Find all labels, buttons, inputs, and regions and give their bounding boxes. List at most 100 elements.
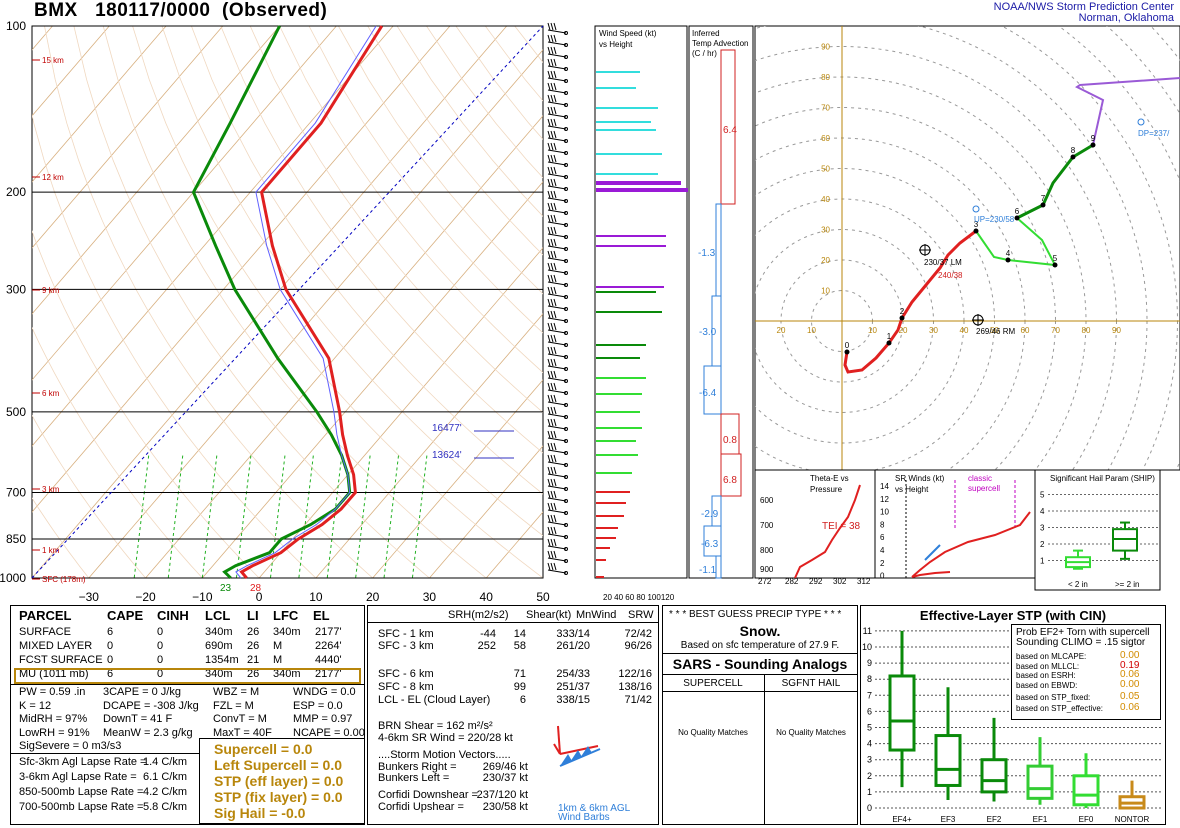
kin-shear: 6 (519, 694, 526, 706)
parcel-cell: M (273, 640, 283, 652)
parcel-cell: 26 (247, 668, 260, 680)
parcel-header: PARCEL CAPE CINH LCL LI LFC EL (19, 608, 330, 623)
srw-y-tick: 4 (880, 546, 885, 555)
advection-value: -2.9 (701, 509, 719, 520)
height-label: SFC (178m) (42, 575, 86, 584)
kin-srw: 138/16 (618, 681, 652, 693)
temperature-line (239, 25, 384, 579)
advection-value: -1.1 (699, 565, 717, 576)
theta-p-tick: 700 (760, 521, 774, 530)
srw-y-tick: 12 (880, 495, 889, 504)
index-cell: WBZ = M (213, 686, 260, 698)
wind-barb (547, 490, 568, 503)
advection-title-1: Inferred (692, 29, 720, 38)
kin-shear: 99 (513, 681, 526, 693)
org-credit: NOAA/NWS Storm Prediction Center Norman,… (994, 2, 1174, 24)
parcel-cell: 26 (247, 626, 260, 638)
prob-label: based on STP_effective: (1016, 704, 1104, 713)
wind-barb (547, 370, 568, 383)
stp-box (1026, 764, 1054, 800)
dry-adiabat (220, 26, 543, 454)
kin-mnwind: 338/15 (556, 694, 590, 706)
kin-label: LCL - EL (Cloud Layer) (378, 694, 491, 706)
kin-srh: 252 (477, 640, 496, 652)
advection-value: -1.3 (698, 248, 716, 259)
sars-none-1: No Quality Matches (678, 728, 748, 737)
wind-barb (547, 454, 568, 467)
wind-barb (547, 466, 568, 479)
stp-y-tick: 6 (867, 706, 872, 716)
isotherm (145, 115, 543, 578)
hodo-x-label: 60 (1021, 326, 1030, 335)
sfc-dewpoint-label: 23 (220, 583, 232, 594)
hodo-trace-3-6km (975, 217, 1057, 267)
composite-box: Supercell = 0.0 Left Supercell = 0.0 STP (… (199, 738, 365, 824)
wind-barb (547, 430, 568, 443)
wind-barb (547, 118, 568, 131)
ship-title: Significant Hail Param (SHIP) (1050, 474, 1155, 483)
stp-category-label: EF3 (941, 815, 956, 824)
stp-y-tick: 2 (867, 771, 872, 781)
isotherm (32, 26, 167, 183)
hodo-height-dot (1070, 154, 1076, 160)
index-cell: ConvT = M (213, 713, 267, 725)
isotherm (32, 26, 337, 381)
pressure-tick: 500 (6, 405, 26, 419)
station-id: BMX (34, 0, 78, 21)
ship-boxes (1065, 521, 1138, 570)
stp-category-label: NONTOR (1115, 815, 1150, 824)
kin-srw: 71/42 (624, 694, 652, 706)
parcel-cell: 0 (157, 640, 164, 652)
mixing-ratio-line (326, 455, 343, 579)
prob-label: based on MLLCL: (1016, 661, 1080, 671)
wind-barb (547, 202, 568, 215)
kin-srw: 122/16 (618, 668, 652, 680)
page-title: BMX 180117/0000 (Observed) (34, 0, 327, 22)
storm-motion-title: ....Storm Motion Vectors..... (378, 749, 511, 761)
kin-mnwind: 254/33 (556, 668, 590, 680)
precip-type: Snow. (739, 623, 781, 639)
wind-barb (547, 358, 568, 371)
motion-label: Bunkers Left = (378, 772, 450, 784)
srw-y-tick: 6 (880, 533, 885, 542)
stp-box (980, 758, 1008, 794)
sars-col-2: SGFNT HAIL (781, 678, 841, 689)
ship-y-tick: 3 (1040, 524, 1045, 533)
parcel-cell: 340m (205, 626, 233, 638)
index-cell: LowRH = 91% (19, 726, 90, 739)
level-label-2: 13624' (432, 450, 462, 461)
lm-marker (919, 244, 931, 256)
stp-title: Effective-Layer STP (with CIN) (919, 608, 1107, 623)
parcel-cell: 0 (107, 640, 114, 652)
srw-supercell: supercell (968, 484, 1000, 493)
stp-y-tick: 7 (867, 690, 872, 700)
hodo-height-label: 5 (1053, 254, 1058, 263)
composite-value: STP (eff layer) = 0.0 (214, 773, 344, 789)
height-label: 1 km (42, 546, 60, 555)
kin-label: SFC - 8 km (378, 681, 434, 693)
prob-title-1: Prob EF2+ Torn with supercell (1016, 627, 1150, 638)
height-label: 15 km (42, 56, 64, 65)
srw-line-mid (924, 544, 941, 561)
srw-y-axis: 14 12 10 8 6 4 2 0 (880, 482, 889, 581)
index-cell: FZL = M (213, 699, 254, 712)
wind-barb (547, 550, 568, 563)
hodo-height-label: 8 (1071, 146, 1076, 155)
theta-t-tick: 272 (758, 577, 772, 586)
parcel-cell: 2177' (315, 626, 342, 638)
lapse-label: 850-500mb Lapse Rate = (19, 786, 144, 798)
parcel-panel: PARCEL CAPE CINH LCL LI LFC EL SURFACE 6 0 340m 26… (10, 605, 365, 825)
ship-grid: 5 4 3 2 1 (1040, 491, 1158, 566)
hodo-height-dot (1005, 257, 1011, 263)
height-labels: 15 km 12 km 9 km 6 km 3 km 1 km SFC (178m) (32, 56, 86, 584)
mixing-ratio-line (298, 455, 314, 579)
srw-y-tick: 0 (880, 572, 885, 581)
stp-y-tick: 8 (867, 674, 872, 684)
agl-wind-barbs-icon (553, 725, 601, 767)
sars-col-1: SUPERCELL (683, 678, 743, 689)
theta-t-tick: 282 (785, 577, 799, 586)
kin-headers: SRH(m2/s2) Shear(kt) MnWind SRW (448, 609, 654, 621)
parcel-cell: 0 (157, 668, 164, 680)
mixing-ratio-line (355, 455, 371, 579)
